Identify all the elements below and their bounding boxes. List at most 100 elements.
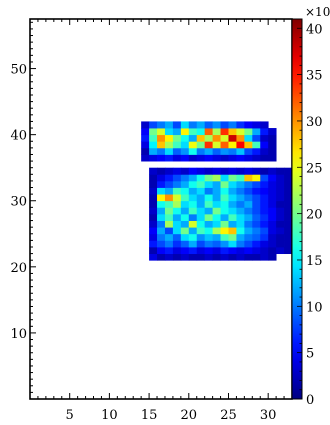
- heatmap-cell: [180, 167, 190, 175]
- heatmap-cell: [228, 207, 237, 215]
- heatmap-cell: [220, 187, 229, 195]
- heatmap-cell: [164, 187, 174, 195]
- heatmap-cell: [149, 247, 158, 255]
- heatmap-cell: [268, 154, 277, 162]
- heatmap-cell: [284, 227, 293, 235]
- heatmap-cell: [228, 147, 237, 155]
- heatmap-cell: [149, 200, 158, 208]
- heatmap-cell: [228, 180, 237, 188]
- heatmap-cell: [157, 213, 166, 221]
- heatmap-cell: [244, 213, 253, 221]
- heatmap-cell: [149, 128, 158, 136]
- heatmap-cell: [157, 180, 166, 188]
- heatmap-cell: [172, 247, 182, 255]
- heatmap-cell: [204, 147, 214, 155]
- heatmap-cell: [268, 240, 277, 248]
- heatmap-cell: [268, 141, 277, 149]
- heatmap-cell: [276, 213, 285, 221]
- y-tick-label: 50: [10, 63, 27, 78]
- heatmap-cell: [260, 213, 269, 221]
- heatmap-cell: [172, 227, 182, 235]
- heatmap-cell: [268, 134, 277, 142]
- heatmap-cell: [236, 174, 245, 182]
- heatmap-cell: [164, 134, 174, 142]
- heatmap-cell: [157, 194, 166, 202]
- heatmap-cell: [204, 233, 214, 241]
- heatmap-cell: [220, 154, 229, 162]
- heatmap-cell: [212, 167, 221, 175]
- heatmap-cell: [149, 233, 158, 241]
- heatmap-cell: [220, 174, 229, 182]
- heatmap-cell: [284, 187, 293, 195]
- heatmap-cell: [252, 240, 261, 248]
- heatmap-cell: [228, 174, 237, 182]
- heatmap-cell: [236, 147, 245, 155]
- heatmap-cell: [268, 207, 277, 215]
- heatmap-cell: [188, 233, 198, 241]
- heatmap-cell: [149, 174, 158, 182]
- colorbar-tick-label: 10: [306, 300, 323, 315]
- heatmap-cell: [244, 220, 253, 228]
- heatmap-cell: [180, 220, 190, 228]
- x-tick-label: 30: [260, 408, 277, 423]
- heatmap-cell: [276, 200, 285, 208]
- heatmap-cell: [244, 180, 253, 188]
- heatmap-cell: [220, 233, 229, 241]
- heatmap-cell: [220, 253, 229, 261]
- heatmap-cell: [157, 121, 166, 129]
- heatmap-cell: [204, 128, 214, 136]
- heatmap-cell: [284, 200, 293, 208]
- heatmap-cell: [149, 167, 158, 175]
- heatmap-cell: [236, 220, 245, 228]
- heatmap-cell: [212, 207, 221, 215]
- heatmap-cell: [196, 121, 206, 129]
- heatmap-cell: [180, 121, 190, 129]
- heatmap-cell: [228, 128, 237, 136]
- heatmap-cell: [260, 147, 269, 155]
- heatmap-cell: [252, 174, 261, 182]
- heatmap-cell: [172, 141, 182, 149]
- heatmap-cell: [268, 227, 277, 235]
- heatmap-cell: [157, 240, 166, 248]
- heatmap-cell: [236, 121, 245, 129]
- heatmap-cell: [252, 253, 261, 261]
- heatmap-cell: [157, 134, 166, 142]
- heatmap-cell: [149, 227, 158, 235]
- heatmap-cell: [149, 180, 158, 188]
- y-tick-label: 10: [10, 327, 27, 342]
- heatmap-cell: [244, 141, 253, 149]
- heatmap-cell: [252, 141, 261, 149]
- heatmap-cell: [180, 194, 190, 202]
- heatmap-cell: [157, 253, 166, 261]
- heatmap-cell: [172, 174, 182, 182]
- heatmap-cell: [276, 227, 285, 235]
- heatmap-cell: [260, 154, 269, 162]
- heatmap-cell: [284, 180, 293, 188]
- heatmap-cell: [236, 187, 245, 195]
- heatmap-cell: [236, 240, 245, 248]
- heatmap-cell: [252, 213, 261, 221]
- colorbar-tick-label: 0: [306, 393, 314, 408]
- heatmap-cell: [236, 180, 245, 188]
- heatmap-cell: [276, 187, 285, 195]
- heatmap-cell: [180, 147, 190, 155]
- heatmap-cell: [228, 187, 237, 195]
- heatmap-cell: [244, 154, 253, 162]
- heatmap-cell: [212, 247, 221, 255]
- heatmap-cell: [268, 180, 277, 188]
- heatmap-cell: [260, 233, 269, 241]
- heatmap-cell: [164, 220, 174, 228]
- heatmap-cell: [188, 213, 198, 221]
- heatmap-cell: [188, 134, 198, 142]
- heatmap-cell: [252, 207, 261, 215]
- heatmap-cell: [180, 134, 190, 142]
- heatmap-cell: [212, 194, 221, 202]
- heatmap-cell: [196, 187, 206, 195]
- heatmap-cell: [244, 233, 253, 241]
- heatmap-cell: [204, 174, 214, 182]
- colorbar-multiplier-label: ×10: [305, 5, 330, 19]
- heatmap-cell: [260, 121, 269, 129]
- heatmap-cell: [276, 180, 285, 188]
- heatmap-cell: [141, 141, 150, 149]
